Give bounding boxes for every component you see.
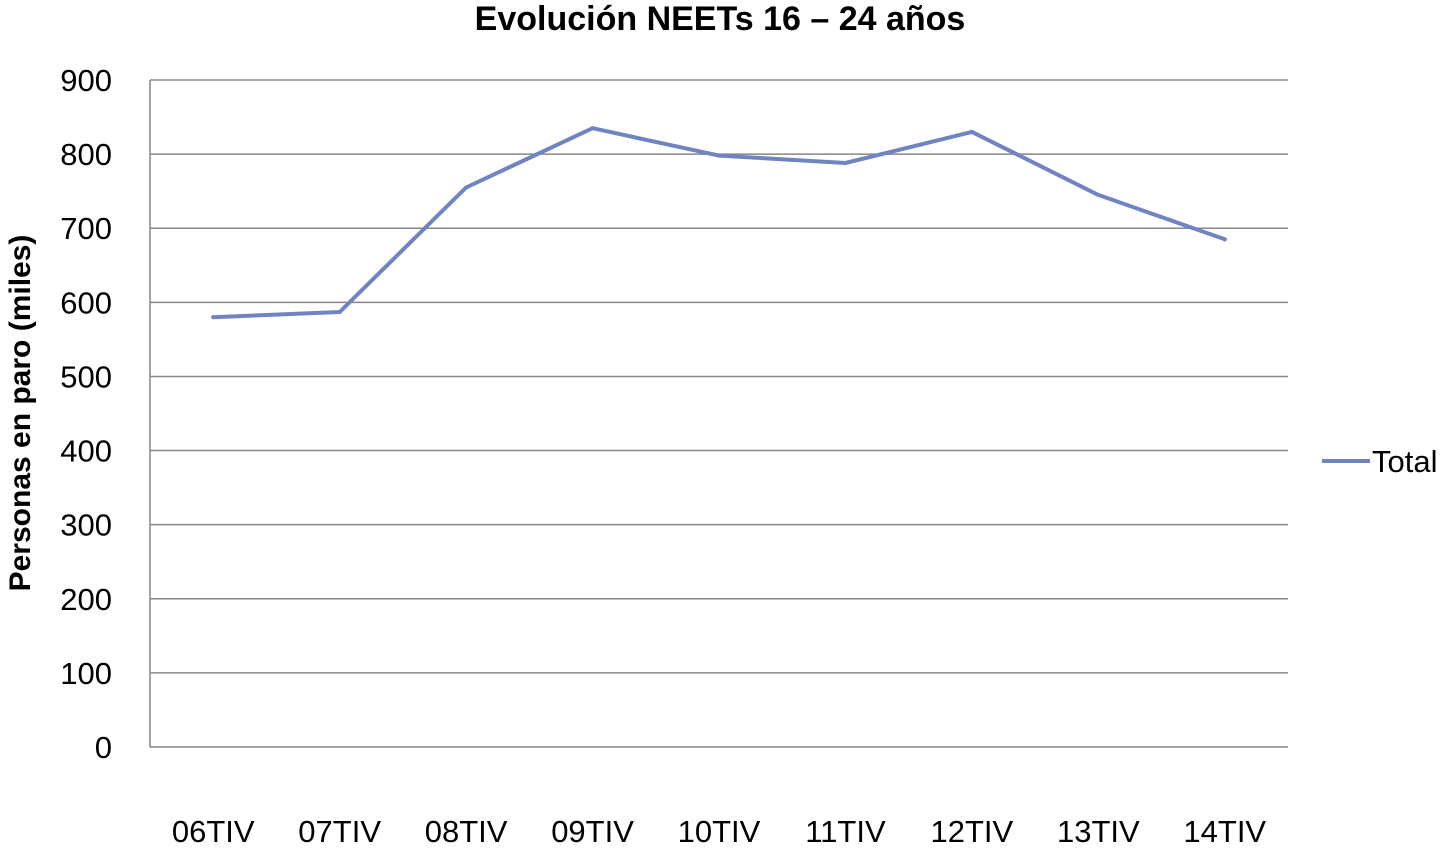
data-point-10TIV bbox=[717, 153, 721, 158]
data-point-08TIV bbox=[464, 185, 469, 190]
data-point-13TIV bbox=[1096, 192, 1101, 197]
x-tick-label-09TIV: 09TIV bbox=[551, 814, 634, 849]
data-point-09TIV bbox=[590, 126, 595, 131]
x-tick-label-10TIV: 10TIV bbox=[678, 814, 761, 849]
y-tick-label-100: 100 bbox=[60, 656, 112, 691]
chart-title: Evolución NEETs 16 – 24 años bbox=[475, 0, 966, 38]
y-tick-labels: 0 100 200 300 400 500 600 700 800 900 bbox=[60, 63, 112, 765]
y-tick-label-800: 800 bbox=[60, 137, 112, 172]
data-point-07TIV bbox=[337, 309, 342, 314]
y-tick-label-200: 200 bbox=[60, 582, 112, 617]
x-tick-labels: 06TIV 07TIV 08TIV 09TIV 10TIV 11TIV 12TIV 13TIV… bbox=[172, 814, 1267, 849]
axes bbox=[149, 80, 1288, 748]
y-tick-label-0: 0 bbox=[95, 730, 112, 765]
x-tick-label-06TIV: 06TIV bbox=[172, 814, 255, 849]
series-lines bbox=[211, 126, 1227, 320]
legend: Total bbox=[1322, 444, 1437, 479]
x-tick-label-11TIV: 11TIV bbox=[805, 814, 886, 849]
data-point-11TIV bbox=[843, 161, 848, 166]
legend-label-total: Total bbox=[1372, 444, 1437, 479]
data-point-14TIV bbox=[1222, 237, 1227, 242]
y-tick-label-300: 300 bbox=[60, 508, 112, 543]
x-tick-label-07TIV: 07TIV bbox=[298, 814, 381, 849]
data-point-12TIV bbox=[969, 129, 974, 134]
y-tick-label-900: 900 bbox=[60, 63, 112, 98]
y-tick-label-500: 500 bbox=[60, 359, 112, 394]
y-tick-label-400: 400 bbox=[60, 434, 112, 469]
y-tick-label-700: 700 bbox=[60, 211, 112, 246]
gridlines bbox=[150, 79, 1288, 674]
x-tick-label-13TIV: 13TIV bbox=[1057, 814, 1140, 849]
x-tick-label-08TIV: 08TIV bbox=[425, 814, 508, 849]
y-axis-label: Personas en paro (miles) bbox=[4, 235, 37, 592]
data-point-06TIV bbox=[211, 315, 216, 320]
x-tick-label-14TIV: 14TIV bbox=[1183, 814, 1266, 849]
x-tick-label-12TIV: 12TIV bbox=[931, 814, 1014, 849]
y-tick-label-600: 600 bbox=[60, 285, 112, 320]
